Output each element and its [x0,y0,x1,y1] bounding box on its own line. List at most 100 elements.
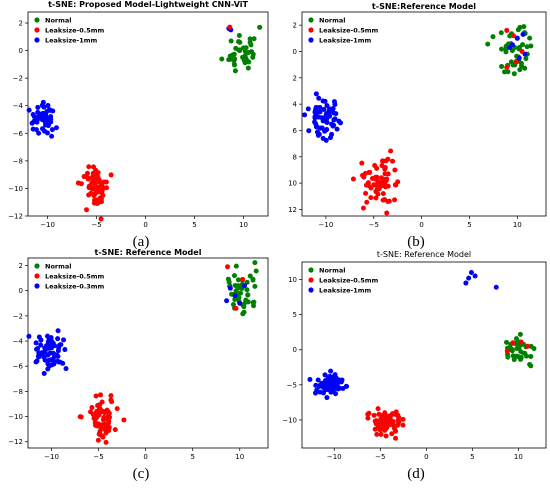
point-normal [499,46,505,52]
point-leaksize-0-5mm [383,433,389,439]
legend-label: Normal [45,16,72,24]
point-leaksize-1mm [45,103,51,109]
y-tick-label: −2 [13,75,23,83]
point-leaksize-0-5mm [393,435,399,441]
point-normal [505,69,511,75]
point-leaksize-1mm [306,128,312,134]
legend-marker [34,283,40,289]
point-leaksize-0-5mm [389,420,395,426]
point-leaksize-0-5mm [372,182,378,188]
x-tick-label: 0 [424,453,428,461]
point-normal [243,45,249,51]
point-normal [528,343,534,349]
point-leaksize-0-5mm [390,158,396,164]
point-leaksize-0-5mm [114,406,120,412]
point-leaksize-1mm [507,45,513,51]
point-leaksize-0-5mm [365,415,371,421]
point-normal [226,57,232,63]
point-leaksize-1mm [40,110,46,116]
panel-caption: (d) [407,466,425,482]
legend-marker [308,27,314,33]
point-normal [513,336,519,342]
point-leaksize-0-3mm [52,352,58,358]
point-leaksize-0-5mm [105,410,111,416]
point-leaksize-0-5mm [78,181,84,187]
x-tick-label: 5 [190,453,194,461]
y-tick-label: 10 [288,180,297,188]
point-normal [245,65,251,71]
panel-caption: (b) [407,234,425,250]
point-leaksize-1mm [44,115,50,121]
point-leaksize-1mm [317,389,323,395]
point-leaksize-0-3mm [40,352,46,358]
point-normal [237,48,243,54]
point-leaksize-0-5mm [93,415,99,421]
point-leaksize-1mm [520,31,526,37]
y-tick-label: −4 [13,102,24,110]
point-leaksize-0-5mm [400,416,406,422]
y-tick-label: 0 [293,346,297,354]
point-leaksize-0-5mm [233,305,239,311]
point-leaksize-1mm [45,123,51,129]
axes-frame [301,11,547,217]
point-normal [511,71,517,77]
point-leaksize-0-5mm [90,174,96,180]
point-normal [238,290,244,296]
point-leaksize-0-3mm [26,333,32,339]
point-normal [499,63,505,69]
point-leaksize-0-5mm [525,343,531,349]
point-normal [523,56,529,62]
y-tick-label: 2 [19,262,23,270]
x-tick-label: 5 [467,221,471,229]
point-leaksize-0-5mm [519,48,525,54]
point-leaksize-0-5mm [510,33,516,39]
point-leaksize-1mm [321,106,327,112]
y-tick-label: −8 [13,388,23,396]
point-leaksize-0-5mm [389,431,395,437]
point-leaksize-0-5mm [94,200,100,206]
legend-marker [308,267,314,273]
point-leaksize-1mm [316,95,322,101]
point-leaksize-1mm [307,377,313,383]
point-leaksize-1mm [334,382,340,388]
point-leaksize-0-5mm [375,406,381,412]
point-leaksize-0-5mm [95,437,101,443]
point-leaksize-1mm [339,377,345,383]
point-leaksize-0-3mm [232,293,238,299]
point-leaksize-1mm [333,391,339,397]
point-leaksize-0-5mm [385,171,391,177]
point-leaksize-1mm [324,395,330,401]
point-normal [528,353,534,359]
point-leaksize-0-3mm [57,342,63,348]
legend-label: Normal [45,262,72,270]
point-leaksize-1mm [53,125,59,131]
x-tick-label: 0 [143,453,147,461]
point-leaksize-1mm [312,113,318,119]
point-leaksize-0-3mm [227,285,233,291]
point-leaksize-0-5mm [100,434,106,440]
point-leaksize-1mm [35,104,41,110]
scatter-points [307,270,537,441]
point-normal [244,287,250,293]
y-tick-label: 0 [19,47,23,55]
x-tick-label: 10 [514,453,523,461]
point-normal [485,41,491,47]
point-normal [233,288,239,294]
y-tick-label: 2 [293,22,297,30]
y-tick-label: −4 [13,338,24,346]
point-normal [247,36,253,42]
y-tick-label: −5 [287,381,297,389]
point-leaksize-0-5mm [105,420,111,426]
point-leaksize-0-5mm [400,422,406,428]
point-leaksize-0-5mm [378,431,384,437]
point-leaksize-0-5mm [393,428,399,434]
point-leaksize-0-5mm [84,174,90,180]
point-leaksize-0-5mm [383,413,389,419]
point-normal [225,276,231,282]
legend-label: Leaksize-0.5mm [319,276,379,284]
point-leaksize-0-5mm [361,174,367,180]
point-leaksize-0-5mm [369,175,375,181]
point-normal [236,32,242,38]
point-normal [505,354,511,360]
point-leaksize-0-3mm [56,359,62,365]
